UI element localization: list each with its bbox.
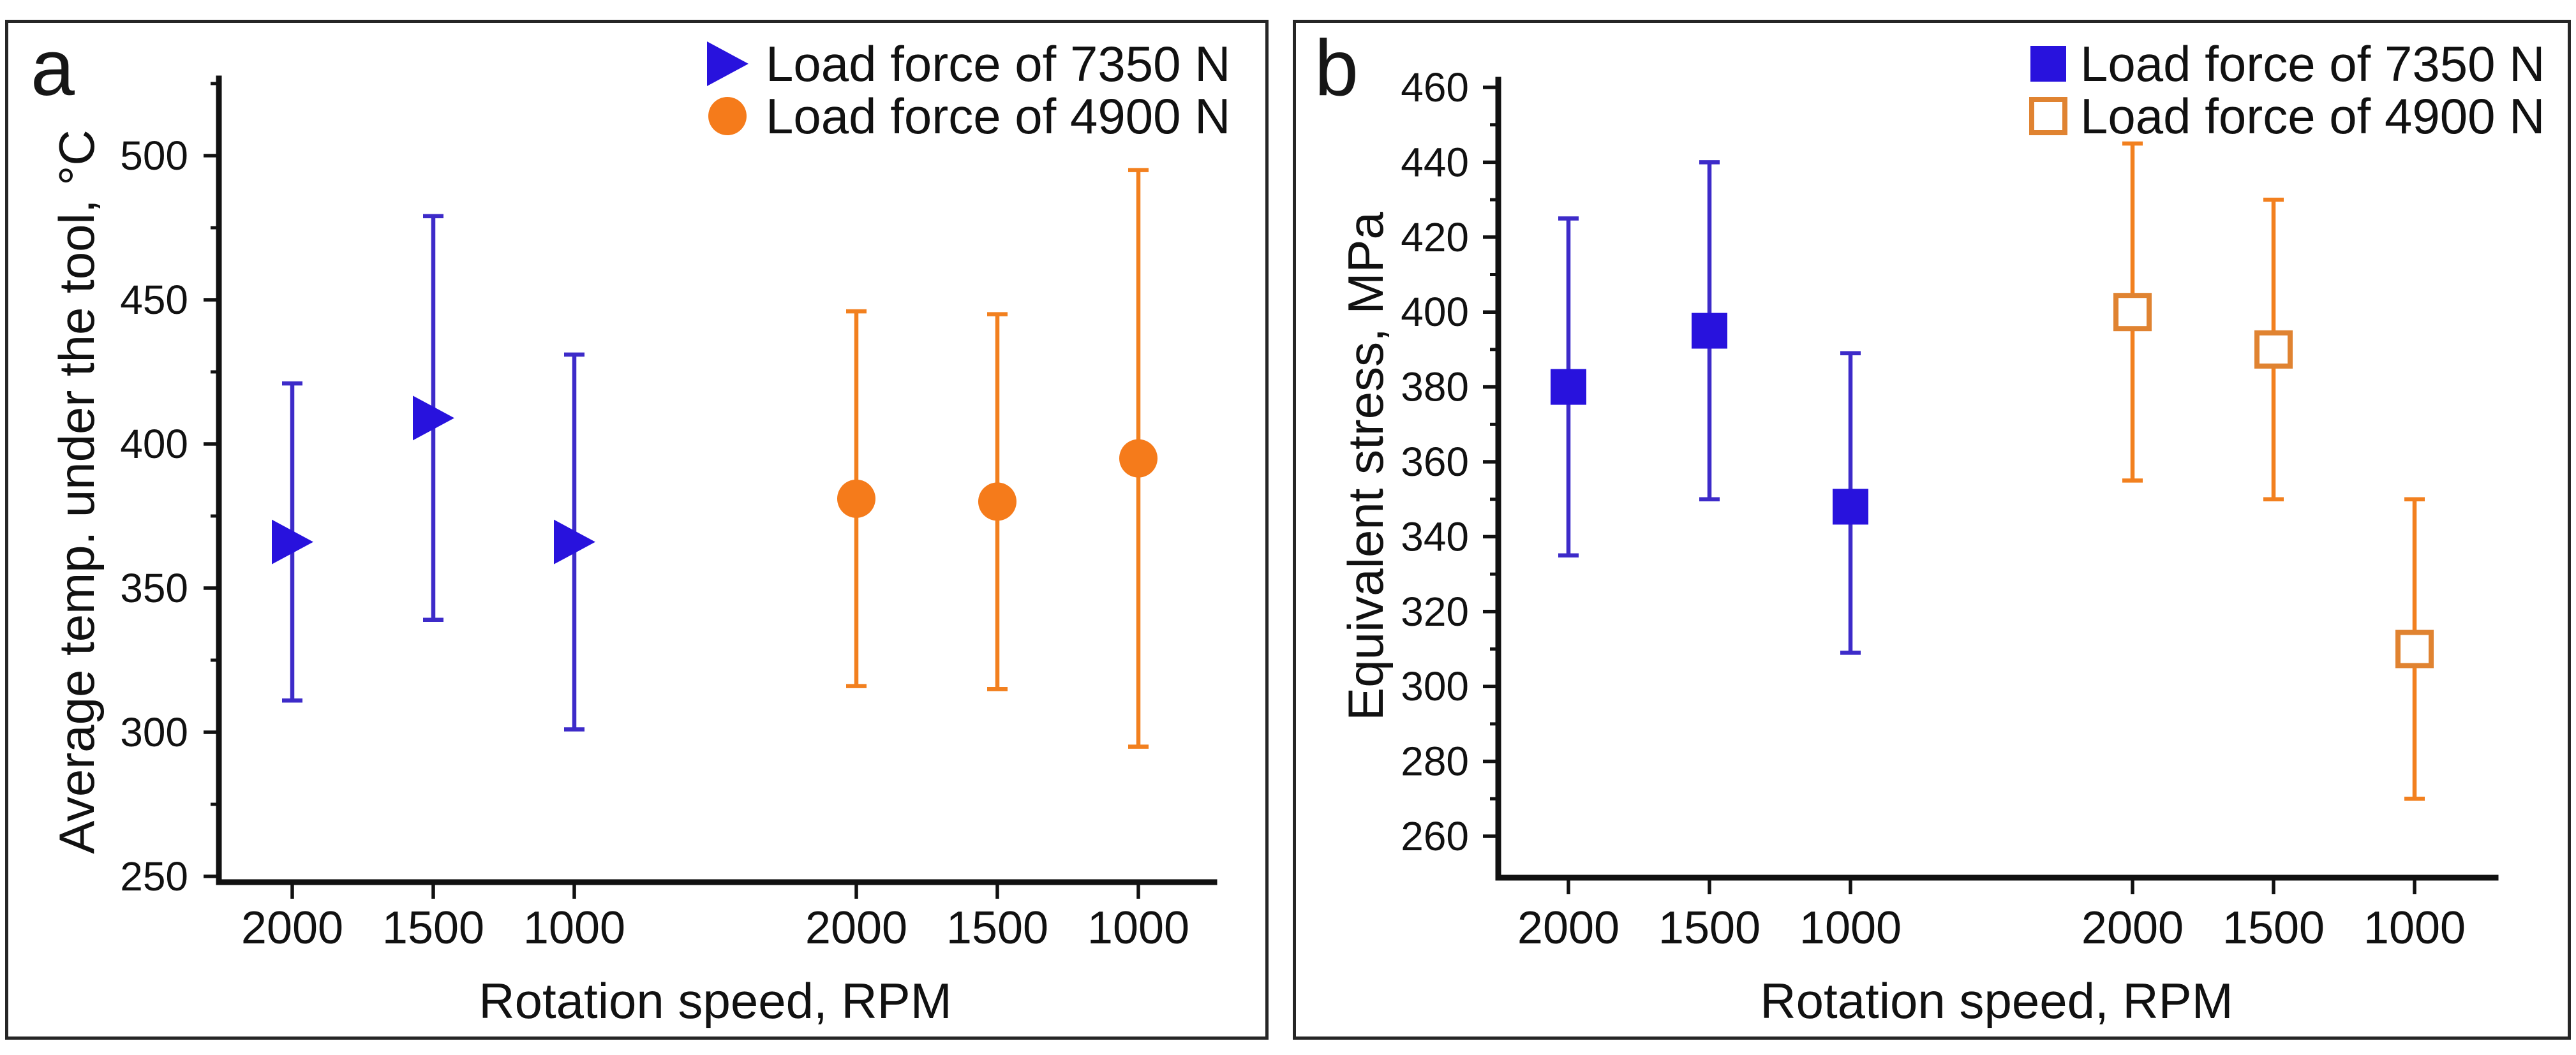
panel-b-letter: b	[1314, 24, 1359, 112]
y-tick-label: 300	[120, 709, 188, 755]
y-tick-label: 380	[1401, 364, 1469, 410]
x-tick-label: 2000	[241, 903, 343, 954]
data-point-marker	[2113, 293, 2152, 332]
y-tick-label: 450	[120, 277, 188, 323]
x-tick-label: 1000	[523, 903, 625, 954]
data-point-marker	[413, 395, 454, 441]
y-tick-label: 400	[120, 421, 188, 467]
y-tick-label: 260	[1401, 813, 1469, 859]
x-tick-label: 1000	[1799, 903, 1902, 954]
y-tick-label: 300	[1401, 663, 1469, 709]
y-tick-label: 280	[1401, 739, 1469, 785]
legend-marker	[708, 97, 747, 135]
x-tick-label: 1000	[2364, 903, 2466, 954]
panel-a-letter: a	[31, 24, 75, 112]
y-tick-label: 400	[1401, 289, 1469, 335]
data-point-marker	[837, 479, 875, 518]
x-tick-label: 1500	[1658, 903, 1761, 954]
data-point-marker	[1551, 369, 1586, 405]
panel-border	[1293, 20, 2571, 1040]
data-point-marker	[978, 482, 1016, 521]
legend-marker	[2029, 97, 2067, 135]
data-point-marker	[1833, 489, 1868, 525]
x-tick-label: 1500	[2222, 903, 2325, 954]
panel-border	[5, 20, 1269, 1040]
x-tick-label: 1500	[382, 903, 484, 954]
data-point-marker	[554, 519, 595, 564]
legend-label: Load force of 7350 N	[2080, 36, 2545, 92]
panel-b: 260 280 300 320 340 360 380 400 420 440 460 2000 150…	[1293, 20, 2571, 1040]
y-tick-label: 460	[1401, 64, 1469, 110]
y-tick-label: 340	[1401, 513, 1469, 559]
legend-label: Load force of 7350 N	[766, 36, 1231, 92]
legend-marker	[2030, 46, 2066, 82]
x-tick-label: 1000	[1087, 903, 1189, 954]
legend-label: Load force of 4900 N	[766, 88, 1231, 144]
panel-a: 250 300 350 400 450 500 2000 1500 1000 2000 1500 10…	[5, 20, 1269, 1040]
y-tick-label: 420	[1401, 214, 1469, 260]
y-axis-title: Equivalent stress, MPa	[1337, 212, 1394, 721]
chart-b: 260 280 300 320 340 360 380 400 420 440 460 2000 150…	[1293, 20, 2571, 1040]
x-tick-label: 2000	[1517, 903, 1619, 954]
data-point-marker	[2254, 330, 2293, 369]
x-axis-title: Rotation speed, RPM	[1760, 973, 2233, 1029]
legend-marker	[707, 41, 748, 86]
x-tick-label: 2000	[2081, 903, 2184, 954]
y-tick-label: 320	[1401, 589, 1469, 635]
x-axis-title: Rotation speed, RPM	[479, 973, 951, 1029]
y-tick-label: 350	[120, 565, 188, 611]
x-tick-label: 1500	[946, 903, 1048, 954]
y-tick-label: 500	[120, 133, 188, 179]
y-tick-label: 360	[1401, 439, 1469, 485]
legend-label: Load force of 4900 N	[2080, 88, 2545, 144]
data-point-marker	[272, 519, 313, 564]
x-tick-label: 2000	[805, 903, 907, 954]
data-point-marker	[1119, 439, 1158, 478]
data-point-marker	[2395, 630, 2434, 668]
chart-a: 250 300 350 400 450 500 2000 1500 1000 2000 1500 10…	[5, 20, 1269, 1040]
y-axis-title: Average temp. under the tool, °C	[48, 129, 105, 853]
y-tick-label: 440	[1401, 139, 1469, 185]
data-point-marker	[1692, 313, 1727, 349]
y-tick-label: 250	[120, 853, 188, 899]
